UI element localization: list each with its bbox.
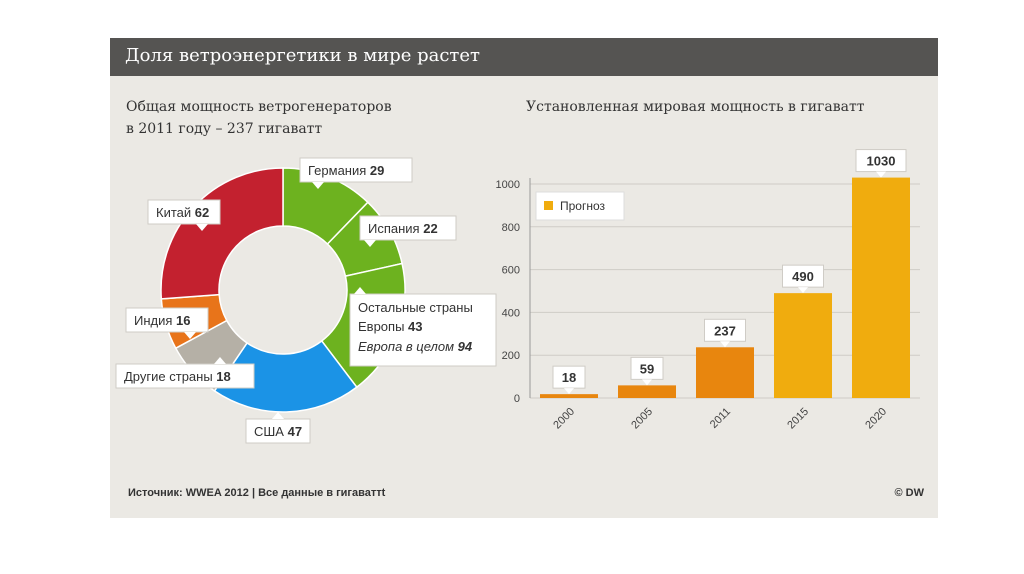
bar-value-text: 490 bbox=[792, 269, 814, 284]
pie-subtitle-line1: Общая мощность ветрогенераторов bbox=[126, 99, 392, 115]
pie-label: США 47 bbox=[245, 412, 311, 444]
bar-value-text: 18 bbox=[562, 370, 576, 385]
pie-label-text: Европы 43 bbox=[358, 319, 423, 334]
pie-label: Испания 22 bbox=[359, 215, 457, 247]
pie-label-text: Германия 29 bbox=[308, 163, 384, 178]
bar-chart: 0 200 400 600 800 1000 Прогноз 18 2000 59 2005 237 2… bbox=[496, 149, 920, 432]
pie-label: Китай 62 bbox=[147, 199, 221, 231]
pie-label: Другие страны 18 bbox=[115, 357, 255, 389]
y-tick-label: 600 bbox=[502, 265, 520, 277]
bar-chart-title: Установленная мировая мощность в гигават… bbox=[526, 99, 865, 115]
donut-chart: Германия 29 Испания 22 Остальные страны Евр… bbox=[115, 157, 497, 444]
bar-value-label: 18 bbox=[552, 365, 586, 395]
pie-label-text: Испания 22 bbox=[368, 221, 438, 236]
pie-europe-total: Европа в целом 94 bbox=[358, 339, 473, 354]
bar-value-text: 59 bbox=[640, 361, 654, 376]
bar bbox=[852, 177, 910, 398]
pie-label: Индия 16 bbox=[125, 307, 209, 339]
bar bbox=[774, 293, 832, 398]
x-tick-label: 2011 bbox=[708, 406, 733, 431]
bar-value-text: 237 bbox=[714, 323, 736, 338]
y-tick-label: 0 bbox=[514, 393, 520, 405]
x-tick-label: 2000 bbox=[551, 406, 577, 432]
pie-slice bbox=[160, 167, 284, 300]
bar bbox=[618, 385, 676, 398]
y-tick-label: 200 bbox=[502, 350, 520, 362]
legend-swatch bbox=[544, 201, 553, 210]
pie-label-text: Индия 16 bbox=[134, 313, 191, 328]
pie-label: Германия 29 bbox=[299, 157, 413, 189]
y-tick-label: 400 bbox=[502, 307, 520, 319]
y-tick-label: 800 bbox=[502, 222, 520, 234]
pie-slice bbox=[213, 339, 358, 413]
x-tick-label: 2005 bbox=[629, 406, 655, 432]
copyright: © DW bbox=[894, 487, 925, 499]
bar-value-label: 1030 bbox=[855, 149, 907, 178]
x-tick-label: 2015 bbox=[785, 406, 811, 432]
pie-label-text: Другие страны 18 bbox=[124, 369, 231, 384]
pie-label-text: Китай 62 bbox=[156, 205, 209, 220]
pie-label-text: США 47 bbox=[254, 424, 302, 439]
bar-value-label: 59 bbox=[630, 356, 664, 386]
legend: Прогноз bbox=[535, 191, 625, 221]
pie-subtitle-line2: в 2011 году – 237 гигаватт bbox=[126, 121, 323, 137]
pie-label-text: Остальные страны bbox=[358, 300, 473, 315]
header-bar: Доля ветроэнергетики в мире растет bbox=[110, 38, 938, 76]
pie-label: Остальные страны Европы 43 Европа в целом … bbox=[349, 287, 497, 367]
bar-value-text: 1030 bbox=[867, 154, 896, 169]
x-tick-label: 2020 bbox=[863, 406, 889, 432]
bar-value-label: 237 bbox=[704, 318, 746, 348]
source-note: Источник: WWEA 2012 | Все данные в гигав… bbox=[128, 487, 386, 499]
bar bbox=[696, 347, 754, 398]
bar bbox=[540, 394, 598, 398]
infographic-panel: Доля ветроэнергетики в мире растет Общая… bbox=[110, 38, 938, 518]
legend-label: Прогноз bbox=[560, 199, 606, 213]
bar-value-label: 490 bbox=[782, 264, 824, 294]
y-tick-label: 1000 bbox=[496, 179, 520, 191]
page-title: Доля ветроэнергетики в мире растет bbox=[125, 45, 480, 66]
